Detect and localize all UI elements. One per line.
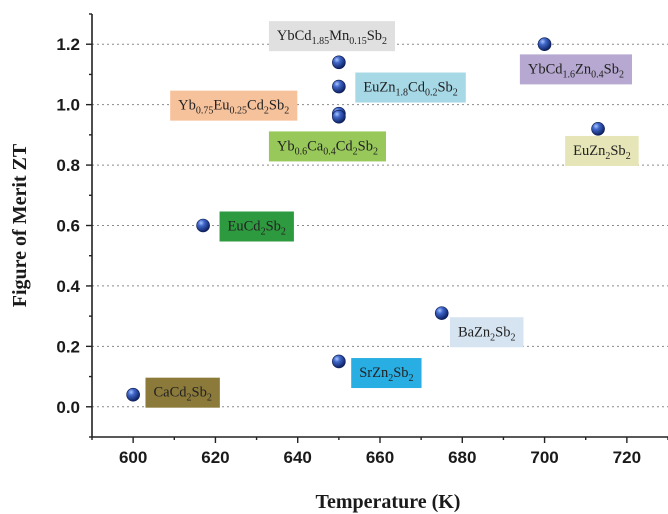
compound-label-box <box>565 135 639 166</box>
tick-labels: 0.0 0.2 0.4 0.6 0.8 1.0 1.2 600 620 640 660 680 700 7… <box>56 35 641 467</box>
compound-label: YbCd1.85​Mn0.15​Sb2​ <box>268 21 396 52</box>
compound-label-text: EuZn2​Sb2​ <box>573 143 631 162</box>
x-tick-label: 700 <box>530 448 558 467</box>
compound-labels: CaCd2​Sb2​ EuCd2​Sb2​ SrZn2​Sb2​ BaZn2​Sb2​… <box>145 21 639 408</box>
x-tick-label: 720 <box>613 448 641 467</box>
axes <box>86 13 668 443</box>
compound-label-box <box>268 131 387 162</box>
x-tick-label: 640 <box>284 448 312 467</box>
compound-label-text: Yb0.6​Ca0.4​Cd2​Sb2​ <box>277 138 378 157</box>
compound-label: EuZn1.8​Cd0.2​Sb2​ <box>355 72 466 103</box>
compound-label-box <box>355 72 466 103</box>
y-tick-label: 1.0 <box>56 96 80 115</box>
compound-label-text: BaZn2​Sb2​ <box>458 324 516 343</box>
compound-label-text: Yb0.75​Eu0.25​Cd2​Sb2​ <box>178 98 289 117</box>
compound-label: YbCd1.6​Zn0.4​Sb2​ <box>519 54 632 85</box>
compound-label-text: SrZn2​Sb2​ <box>359 365 413 384</box>
data-point <box>332 109 346 124</box>
compound-label: EuCd2​Sb2​ <box>219 211 294 242</box>
compound-label-box <box>519 54 632 85</box>
y-tick-label: 0.8 <box>56 156 80 175</box>
data-point <box>196 218 210 233</box>
compound-label: BaZn2​Sb2​ <box>449 317 524 348</box>
compound-label: SrZn2​Sb2​ <box>351 358 422 389</box>
compound-label-box <box>219 211 294 242</box>
compound-label-text: EuZn1.8​Cd0.2​Sb2​ <box>363 80 457 99</box>
data-point <box>332 354 346 369</box>
compound-label-text: EuCd2​Sb2​ <box>228 219 286 238</box>
compound-label-box <box>351 358 422 389</box>
y-tick-label: 0.4 <box>56 277 80 296</box>
x-tick-label: 600 <box>119 448 147 467</box>
compound-label-text: CaCd2​Sb2​ <box>153 385 211 404</box>
compound-label: Yb0.6​Ca0.4​Cd2​Sb2​ <box>268 131 387 162</box>
y-axis-title: Figure of Merit ZT <box>9 143 31 307</box>
compound-label-box <box>268 21 396 52</box>
compound-label-box <box>170 90 298 121</box>
data-point <box>332 55 346 70</box>
compound-label-text: YbCd1.85​Mn0.15​Sb2​ <box>277 28 387 47</box>
x-tick-label: 660 <box>366 448 394 467</box>
compound-label-box <box>449 317 524 348</box>
data-point <box>332 79 346 94</box>
y-tick-label: 0.6 <box>56 217 80 236</box>
compound-label-text: YbCd1.6​Zn0.4​Sb2​ <box>528 61 624 80</box>
compound-label: EuZn2​Sb2​ <box>565 135 639 166</box>
compound-label: Yb0.75​Eu0.25​Cd2​Sb2​ <box>170 90 298 121</box>
compound-label: CaCd2​Sb2​ <box>145 377 220 408</box>
data-point <box>126 387 140 402</box>
data-points <box>126 37 605 402</box>
data-point <box>537 37 552 52</box>
y-tick-label: 0.0 <box>56 398 80 417</box>
data-point <box>591 122 605 136</box>
compound-label-box <box>145 377 220 408</box>
y-tick-label: 1.2 <box>56 35 80 54</box>
x-tick-label: 620 <box>201 448 229 467</box>
x-axis-title: Temperature (K) <box>316 491 461 513</box>
y-tick-label: 0.2 <box>56 337 80 356</box>
x-tick-label: 680 <box>448 448 476 467</box>
data-point <box>434 306 449 320</box>
